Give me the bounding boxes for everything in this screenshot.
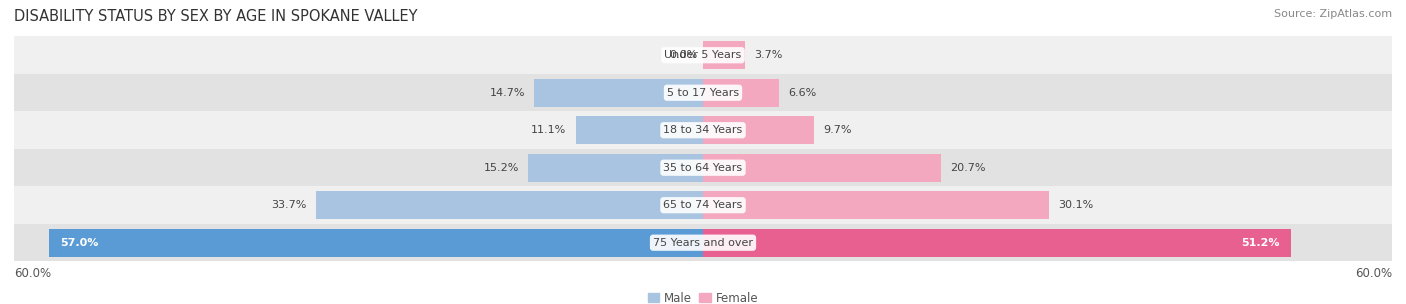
Bar bbox=[14, 186, 1392, 224]
Bar bbox=[48, 229, 703, 257]
Text: 60.0%: 60.0% bbox=[1355, 267, 1392, 280]
Text: 57.0%: 57.0% bbox=[60, 238, 98, 248]
Bar bbox=[703, 191, 1049, 219]
Bar bbox=[534, 79, 703, 107]
Text: 5 to 17 Years: 5 to 17 Years bbox=[666, 88, 740, 98]
Text: 51.2%: 51.2% bbox=[1241, 238, 1279, 248]
Bar bbox=[316, 191, 703, 219]
Bar bbox=[703, 154, 941, 182]
Bar bbox=[14, 149, 1392, 186]
Bar bbox=[529, 154, 703, 182]
Text: 6.6%: 6.6% bbox=[787, 88, 817, 98]
Bar bbox=[703, 41, 745, 69]
Bar bbox=[575, 116, 703, 144]
Text: 11.1%: 11.1% bbox=[531, 125, 567, 135]
Text: 60.0%: 60.0% bbox=[14, 267, 51, 280]
Bar bbox=[14, 74, 1392, 112]
Text: 9.7%: 9.7% bbox=[824, 125, 852, 135]
Text: 65 to 74 Years: 65 to 74 Years bbox=[664, 200, 742, 210]
Bar bbox=[703, 79, 779, 107]
Bar bbox=[14, 36, 1392, 74]
Text: DISABILITY STATUS BY SEX BY AGE IN SPOKANE VALLEY: DISABILITY STATUS BY SEX BY AGE IN SPOKA… bbox=[14, 9, 418, 24]
Bar bbox=[14, 224, 1392, 261]
Text: 0.0%: 0.0% bbox=[669, 50, 697, 60]
Text: 20.7%: 20.7% bbox=[950, 163, 986, 173]
Bar bbox=[703, 229, 1291, 257]
Legend: Male, Female: Male, Female bbox=[648, 292, 758, 304]
Text: 3.7%: 3.7% bbox=[755, 50, 783, 60]
Text: Source: ZipAtlas.com: Source: ZipAtlas.com bbox=[1274, 9, 1392, 19]
Text: 18 to 34 Years: 18 to 34 Years bbox=[664, 125, 742, 135]
Text: 15.2%: 15.2% bbox=[484, 163, 519, 173]
Bar bbox=[703, 116, 814, 144]
Text: 75 Years and over: 75 Years and over bbox=[652, 238, 754, 248]
Text: 14.7%: 14.7% bbox=[489, 88, 524, 98]
Text: 33.7%: 33.7% bbox=[271, 200, 307, 210]
Text: Under 5 Years: Under 5 Years bbox=[665, 50, 741, 60]
Bar bbox=[14, 112, 1392, 149]
Text: 30.1%: 30.1% bbox=[1057, 200, 1092, 210]
Text: 35 to 64 Years: 35 to 64 Years bbox=[664, 163, 742, 173]
